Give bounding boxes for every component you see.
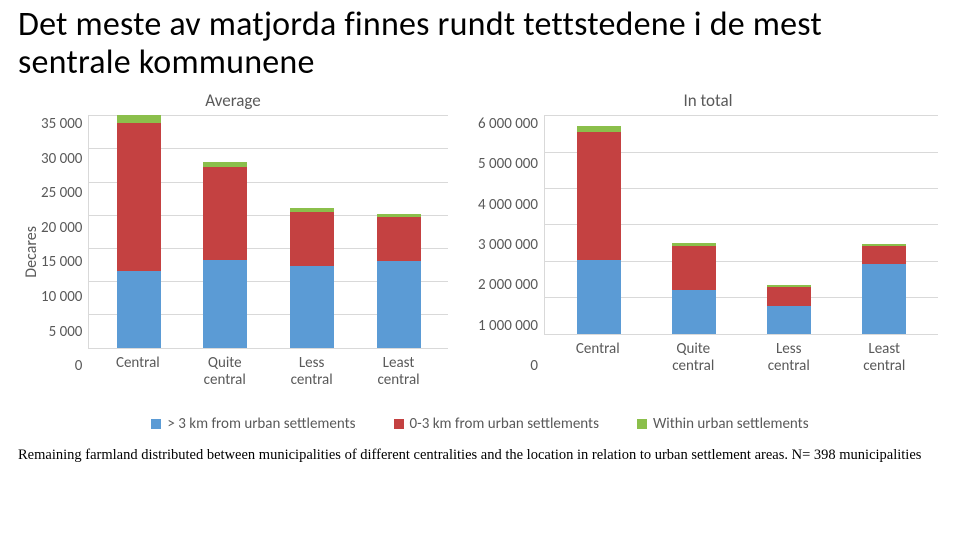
ytick-label: 10 000	[41, 288, 82, 306]
legend-swatch	[151, 419, 161, 429]
bar-segment	[377, 261, 421, 347]
chart-total-plot	[544, 115, 938, 335]
bar-segment	[862, 246, 906, 264]
xtick-label: Quitecentral	[195, 355, 255, 390]
bar-group	[577, 126, 621, 334]
charts-row: Average Decares 0 5 000 10 000 15 000 20 000…	[18, 90, 942, 389]
xtick-label: Lesscentral	[282, 355, 342, 390]
ytick-label: 6 000 000	[478, 115, 538, 133]
legend-swatch	[637, 419, 647, 429]
ytick-label: 30 000	[41, 150, 82, 168]
bar-group	[377, 214, 421, 348]
legend-item: 0-3 km from urban settlements	[394, 415, 599, 433]
chart-average-xlabels: Central Quitecentral Lesscentral Leastcentr…	[88, 355, 448, 390]
ytick-label: 0	[75, 357, 83, 375]
chart-total-yticks: 0 1 000 000 2 000 000 3 000 000 4 000 000 5 0…	[478, 115, 544, 375]
xtick-label: Lesscentral	[749, 341, 829, 376]
chart-average-title: Average	[18, 90, 448, 111]
bar-segment	[290, 266, 334, 348]
slide-title: Det meste av matjorda finnes rundt tetts…	[18, 6, 942, 82]
bar-segment	[290, 212, 334, 266]
bar-segment	[767, 306, 811, 334]
bar-group	[672, 243, 716, 334]
ytick-label: 15 000	[41, 253, 82, 271]
ytick-label: 25 000	[41, 184, 82, 202]
chart-total-title: In total	[478, 90, 938, 111]
ytick-label: 2 000 000	[478, 276, 538, 294]
ytick-label: 35 000	[41, 115, 82, 133]
bar-group	[862, 244, 906, 333]
gridline	[545, 115, 938, 116]
ytick-label: 20 000	[41, 219, 82, 237]
bar-segment	[577, 132, 621, 260]
bar-segment	[117, 115, 161, 122]
bar-segment	[377, 217, 421, 262]
bar-segment	[577, 260, 621, 334]
bar-segment	[117, 271, 161, 348]
bar-segment	[203, 167, 247, 260]
legend-item: > 3 km from urban settlements	[151, 415, 355, 433]
ytick-label: 0	[530, 357, 538, 375]
slide-root: Det meste av matjorda finnes rundt tetts…	[0, 0, 960, 556]
xtick-label: Leastcentral	[369, 355, 429, 390]
bar-group	[767, 285, 811, 334]
legend-item: Within urban settlements	[637, 415, 809, 433]
xtick-label: Quitecentral	[653, 341, 733, 376]
ytick-label: 3 000 000	[478, 236, 538, 254]
bar-segment	[862, 264, 906, 333]
legend-label: 0-3 km from urban settlements	[410, 415, 599, 433]
ytick-label: 5 000	[49, 323, 83, 341]
ytick-label: 1 000 000	[478, 317, 538, 335]
bar-segment	[767, 287, 811, 306]
chart-average: Average Decares 0 5 000 10 000 15 000 20 000…	[18, 90, 448, 389]
bar-segment	[672, 246, 716, 290]
chart-average-plot	[88, 115, 448, 348]
xtick-label: Central	[558, 341, 638, 376]
bar-segment	[203, 260, 247, 348]
xtick-label: Central	[108, 355, 168, 390]
ytick-label: 4 000 000	[478, 196, 538, 214]
legend-label: Within urban settlements	[653, 415, 809, 433]
ytick-label: 5 000 000	[478, 155, 538, 173]
bar-segment	[672, 290, 716, 333]
legend: > 3 km from urban settlements 0-3 km from…	[18, 415, 942, 433]
xtick-label: Leastcentral	[844, 341, 924, 376]
legend-label: > 3 km from urban settlements	[167, 415, 355, 433]
chart-average-yticks: 0 5 000 10 000 15 000 20 000 25 000 30 000 35 0…	[41, 115, 88, 375]
legend-swatch	[394, 419, 404, 429]
bar-group	[290, 208, 334, 348]
bar-group	[117, 115, 161, 347]
bar-segment	[117, 123, 161, 272]
chart-total-xlabels: Central Quitecentral Lesscentral Leastcentr…	[544, 341, 938, 376]
chart-total: In total 0 1 000 000 2 000 000 3 000 000 4 0…	[478, 90, 938, 389]
bar-group	[203, 162, 247, 348]
caption: Remaining farmland distributed between m…	[18, 447, 942, 464]
chart-average-yaxis-label: Decares	[18, 226, 41, 278]
